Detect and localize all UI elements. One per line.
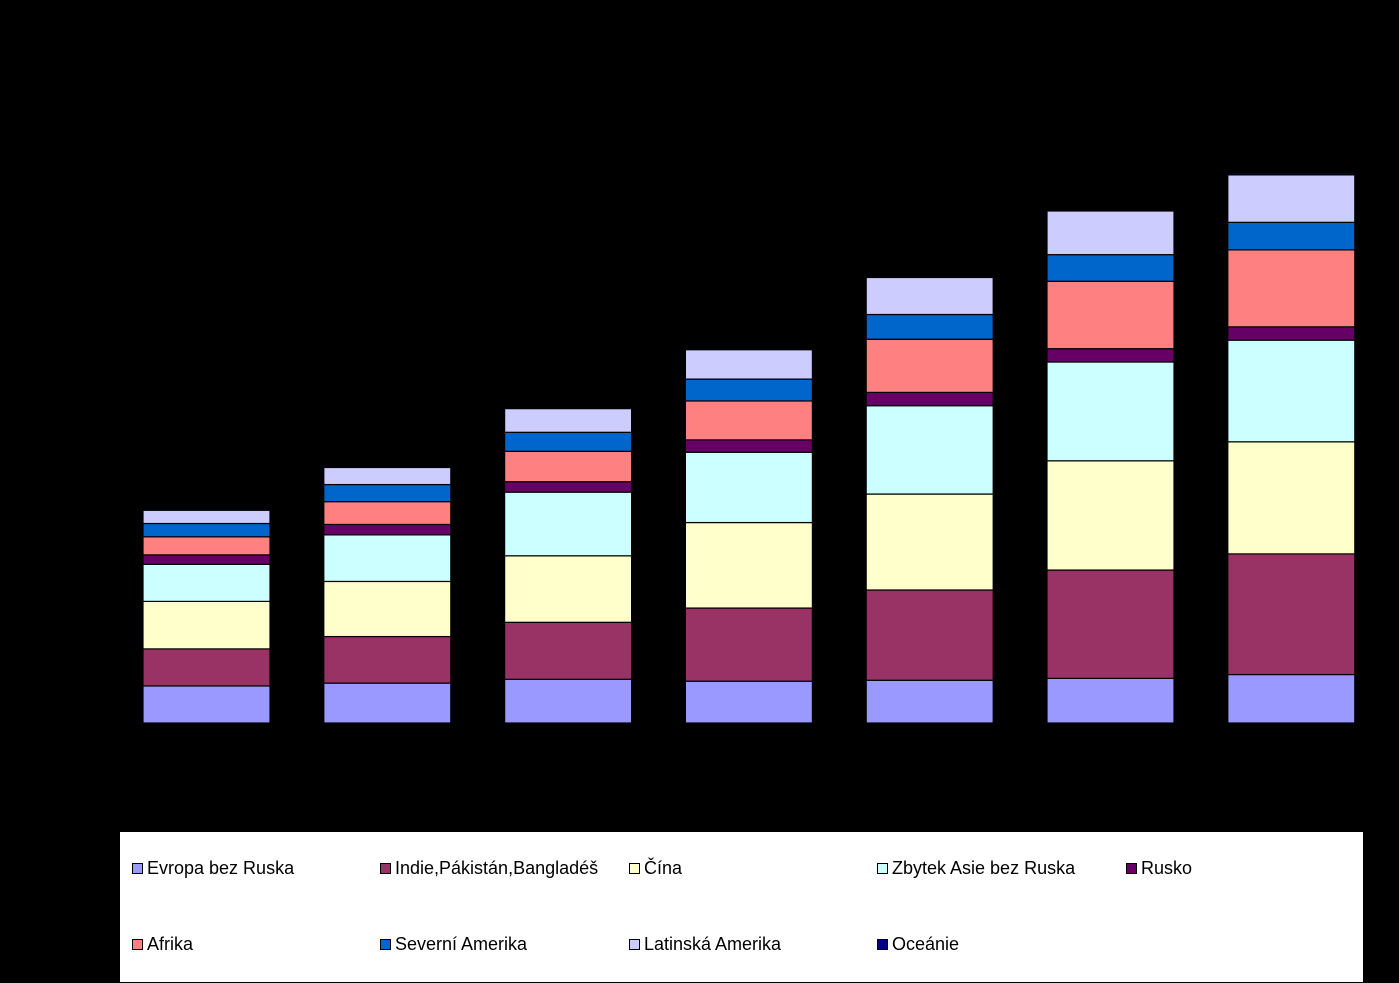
bar-segment-4-cat-5 (865, 405, 994, 495)
bar-segment-7-cat-2 (323, 483, 452, 503)
bar-segment-2-cat-6 (1046, 569, 1175, 679)
bar-segment-4-cat-1 (142, 563, 271, 602)
bar-segment-1-cat-7 (1227, 673, 1356, 724)
bar-segment-8-cat-4 (684, 349, 814, 380)
bar-segment-2-cat-2 (323, 635, 452, 684)
bar-segment-6-cat-4 (684, 400, 814, 441)
bar-segment-8-cat-2 (323, 466, 452, 486)
bar-segment-2-cat-5 (865, 589, 994, 681)
bar-segment-7-cat-7 (1227, 221, 1356, 251)
bar-segment-9-cat-1 (142, 508, 271, 511)
legend-label: Evropa bez Ruska (147, 858, 295, 878)
legend-label: Indie,Pákistán,Bangladéš (395, 858, 599, 878)
bar-segment-7-cat-3 (504, 431, 633, 452)
bar-segment-8-cat-7 (1227, 174, 1356, 223)
bar-segment-1-cat-3 (504, 678, 633, 724)
bar-segment-8-cat-5 (865, 276, 994, 316)
legend-item-rusko: Rusko (1126, 858, 1192, 879)
bar-segment-4-cat-7 (1227, 339, 1356, 443)
bar-segment-9-cat-4 (684, 348, 814, 351)
legend-swatch (877, 863, 888, 874)
legend-swatch (132, 863, 143, 874)
bar-segment-3-cat-5 (865, 493, 994, 591)
bar-segment-6-cat-3 (504, 450, 633, 483)
legend-swatch (132, 939, 143, 950)
legend-item-evropa: Evropa bez Ruska (132, 858, 294, 879)
bar-segment-1-cat-5 (865, 679, 994, 724)
bar-segment-3-cat-2 (323, 580, 452, 638)
legend-item-indie: Indie,Pákistán,Bangladéš (380, 858, 598, 879)
bar-segment-8-cat-1 (142, 509, 271, 525)
bar-segment-5-cat-5 (865, 391, 994, 407)
bar-segment-6-cat-6 (1046, 280, 1175, 350)
bar-segment-9-cat-6 (1046, 209, 1175, 212)
legend-item-cina: Čína (629, 858, 682, 879)
bar-segment-1-cat-2 (323, 682, 452, 724)
bar-segment-1-cat-1 (142, 685, 271, 724)
legend-swatch (380, 863, 391, 874)
legend-swatch (380, 939, 391, 950)
bar-segment-6-cat-1 (142, 536, 271, 556)
bar-segment-8-cat-6 (1046, 210, 1175, 256)
stacked-bar-chart (142, 172, 1356, 724)
bar-segment-3-cat-7 (1227, 441, 1356, 555)
bar-segment-6-cat-7 (1227, 249, 1356, 328)
legend-item-latinska-amerika: Latinská Amerika (629, 934, 781, 955)
bar-segment-5-cat-4 (684, 439, 814, 453)
bar-segment-6-cat-2 (323, 501, 452, 526)
bar-segment-5-cat-3 (504, 481, 633, 493)
bar-segment-7-cat-4 (684, 378, 814, 402)
bar-segment-4-cat-2 (323, 534, 452, 583)
legend-label: Oceánie (892, 934, 960, 954)
legend-swatch (1126, 863, 1137, 874)
bar-segment-5-cat-6 (1046, 348, 1175, 363)
legend-swatch (877, 939, 888, 950)
bar-segment-2-cat-4 (684, 607, 814, 682)
legend-item-afrika: Afrika (132, 934, 193, 955)
legend-item-zbytek-asie: Zbytek Asie bez Ruska (877, 858, 1075, 879)
bar-segment-9-cat-7 (1227, 172, 1356, 176)
legend-label: Latinská Amerika (644, 934, 782, 954)
legend-label: Čína (644, 858, 683, 878)
bar-segment-4-cat-6 (1046, 361, 1175, 462)
bar-segment-8-cat-3 (504, 407, 633, 433)
bar-segment-3-cat-4 (684, 521, 814, 609)
bar-segment-9-cat-2 (323, 465, 452, 469)
bar-segment-1-cat-6 (1046, 677, 1175, 724)
legend-label: Rusko (1141, 858, 1193, 878)
bar-segment-6-cat-5 (865, 338, 994, 394)
legend-label: Zbytek Asie bez Ruska (892, 858, 1076, 878)
bar-segment-5-cat-1 (142, 554, 271, 565)
bar-segment-9-cat-5 (865, 275, 994, 279)
bar-segment-7-cat-5 (865, 313, 994, 340)
bar-segment-7-cat-1 (142, 522, 271, 538)
legend-label: Severní Amerika (395, 934, 528, 954)
bar-segment-4-cat-4 (684, 451, 814, 524)
bar-segment-9-cat-3 (504, 407, 633, 410)
legend-swatch (629, 939, 640, 950)
legend-item-severni-amerika: Severní Amerika (380, 934, 527, 955)
bar-segment-3-cat-6 (1046, 460, 1175, 571)
bar-segment-3-cat-1 (142, 600, 271, 650)
bar-segment-5-cat-2 (323, 523, 452, 536)
bar-segment-4-cat-3 (504, 491, 633, 557)
bar-segment-2-cat-3 (504, 621, 633, 680)
legend: Evropa bez Ruska Indie,Pákistán,Bangladé… (120, 832, 1363, 982)
bar-segment-5-cat-7 (1227, 326, 1356, 341)
legend-swatch (629, 863, 640, 874)
legend-label: Afrika (147, 934, 194, 954)
legend-item-oceanie: Oceánie (877, 934, 959, 955)
bar-segment-3-cat-3 (504, 555, 633, 623)
bar-segment-7-cat-6 (1046, 254, 1175, 282)
bar-segment-1-cat-4 (684, 680, 814, 724)
bar-segment-2-cat-7 (1227, 553, 1356, 676)
bar-segment-2-cat-1 (142, 648, 271, 687)
